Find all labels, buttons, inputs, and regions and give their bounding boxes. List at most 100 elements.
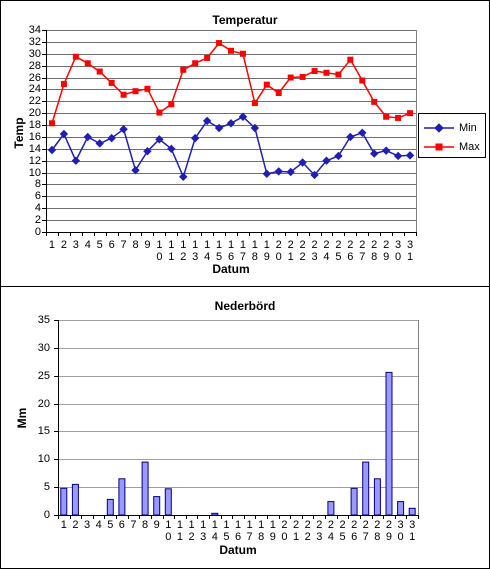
data-point-min	[370, 149, 379, 158]
x-tick-label: 14	[204, 239, 211, 263]
x-tick-label: 16	[234, 519, 242, 543]
y-tick-label: 12	[28, 154, 41, 167]
x-tick-label: 14	[211, 519, 218, 543]
x-tick-label: 12	[188, 519, 195, 543]
x-tick-label: 25	[339, 519, 346, 543]
precipitation-plot-area	[54, 320, 419, 519]
data-point-max	[299, 73, 306, 80]
data-point-min	[238, 112, 248, 121]
x-tick-label: 10	[156, 239, 163, 263]
data-point-min	[250, 123, 260, 133]
x-tick-label: 11	[168, 239, 175, 263]
y-tick-label: 24	[28, 82, 41, 95]
data-point-min	[95, 139, 104, 148]
data-point-max	[96, 68, 103, 75]
x-tick-label: 28	[371, 239, 378, 263]
x-tick-label: 31	[406, 239, 414, 263]
bar	[106, 498, 114, 516]
bar	[60, 487, 68, 516]
x-tick-label: 10	[165, 519, 172, 543]
x-tick-label: 5	[96, 239, 103, 251]
series-line-max	[51, 42, 411, 124]
data-point-max	[287, 74, 294, 81]
x-tick-label: 7	[130, 519, 137, 531]
x-tick-label: 26	[347, 239, 354, 263]
data-point-min	[286, 167, 295, 177]
y-tick-label: 16	[28, 130, 41, 143]
data-point-min	[298, 158, 307, 167]
y-tick-label: 8	[34, 177, 41, 190]
x-tick-label: 27	[359, 239, 366, 263]
x-tick-label: 27	[362, 519, 369, 543]
data-point-min	[143, 146, 152, 156]
x-tick-label: 22	[304, 519, 311, 543]
x-tick-label: 11	[176, 519, 183, 543]
y-tick-label: 35	[37, 313, 50, 326]
bar	[397, 501, 405, 516]
temperature-chart-title: Temperatur	[212, 13, 278, 27]
y-tick-label: 6	[34, 189, 41, 202]
series-min	[47, 112, 415, 181]
data-point-max	[192, 60, 199, 67]
legend-item-max: Max	[421, 140, 483, 154]
bar	[373, 478, 381, 516]
x-tick-label: 15	[223, 519, 230, 543]
data-point-max	[383, 113, 390, 120]
data-point-min	[179, 172, 188, 181]
x-tick-label: 17	[239, 239, 246, 263]
temperature-x-axis-label: Datum	[212, 262, 250, 276]
data-point-max	[180, 66, 187, 73]
x-tick-label: 17	[246, 519, 253, 543]
x-tick-label: 23	[311, 239, 318, 263]
x-tick-label: 4	[95, 519, 102, 531]
data-point-max	[72, 53, 79, 60]
x-tick-label: 5	[107, 519, 114, 531]
x-tick-label: 19	[263, 239, 270, 263]
temperature-chart-panel	[0, 0, 490, 287]
series-max	[48, 40, 414, 127]
data-point-max	[371, 98, 378, 105]
data-point-max	[263, 81, 270, 88]
x-tick-label: 20	[275, 239, 282, 263]
x-tick-label: 13	[192, 239, 199, 263]
data-point-min	[202, 116, 212, 126]
x-tick-label: 13	[200, 519, 207, 543]
y-tick-label: 25	[37, 369, 50, 382]
bar	[164, 488, 172, 516]
x-tick-label: 1	[60, 519, 67, 531]
x-tick-label: 12	[180, 239, 187, 263]
bar	[327, 501, 335, 516]
precipitation-chart-title: Nederbörd	[214, 299, 276, 313]
x-tick-label: 21	[293, 519, 300, 543]
x-tick-label: 1	[48, 239, 56, 251]
data-point-max	[395, 114, 402, 121]
y-tick-label: 20	[37, 397, 50, 410]
bar	[153, 496, 161, 516]
y-tick-label: 10	[37, 452, 50, 465]
y-tick-label: 2	[34, 213, 41, 226]
y-tick-label: 14	[28, 142, 41, 155]
x-tick-label: 6	[118, 519, 125, 531]
x-tick-label: 15	[216, 239, 223, 263]
data-point-max	[228, 47, 234, 54]
y-tick-label: 30	[37, 341, 50, 354]
x-tick-label: 8	[142, 519, 149, 531]
bar	[118, 478, 126, 516]
y-tick-label: 4	[34, 201, 41, 214]
data-point-min	[226, 119, 236, 128]
data-point-max	[204, 54, 211, 61]
precipitation-chart-panel	[0, 286, 490, 569]
temperature-plot-area	[42, 30, 417, 236]
x-tick-label: 3	[72, 239, 79, 251]
y-tick-label: 20	[28, 106, 41, 119]
precipitation-x-axis-label: Datum	[219, 543, 257, 557]
bar	[211, 512, 219, 516]
legend-item-min: Min	[421, 121, 483, 135]
data-point-min	[274, 167, 283, 176]
x-tick-label: 3	[83, 519, 91, 531]
data-point-min	[346, 132, 355, 142]
data-point-min	[381, 146, 391, 155]
x-tick-label: 28	[374, 519, 381, 543]
